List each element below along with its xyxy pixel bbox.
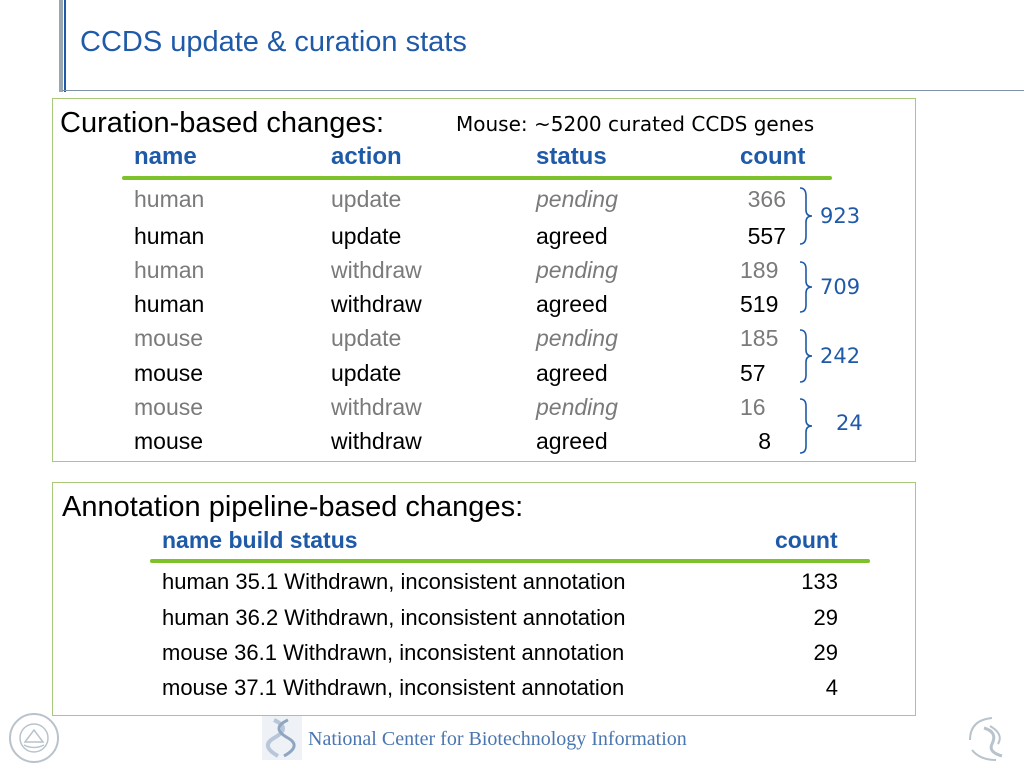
row-name: human (134, 257, 205, 283)
header-count: count (740, 143, 806, 170)
row-name: mouse (134, 325, 204, 351)
pipeline-row-text: human 36.2 Withdrawn, inconsistent annot… (162, 605, 626, 630)
row-status: pending (536, 394, 618, 420)
row-name: human (134, 186, 205, 212)
row-name: mouse (134, 394, 204, 420)
total-human-withdraw: 709 (820, 275, 861, 299)
pipeline-row-count: 29 (813, 640, 838, 665)
pipeline-row-text: mouse 37.1 Withdrawn, inconsistent annot… (162, 675, 625, 700)
row-action: update (331, 223, 402, 249)
row-name: human (134, 291, 205, 317)
pipeline-row-count: 133 (801, 569, 838, 594)
title-accent-bar (59, 0, 63, 92)
nih-seal-icon (9, 713, 59, 763)
pipeline-header-rule (150, 559, 870, 563)
right-brace-icon (799, 261, 813, 313)
header-name: name (134, 143, 197, 170)
row-status: agreed (536, 428, 608, 454)
ncbi-footer-text: National Center for Biotechnology Inform… (308, 728, 687, 750)
total-human-update: 923 (820, 204, 861, 228)
right-brace-icon (799, 398, 813, 454)
title-divider (62, 90, 1024, 91)
pipeline-title: Annotation pipeline-based changes: (62, 491, 524, 523)
row-name: human (134, 223, 205, 249)
row-name: mouse (134, 360, 204, 386)
right-brace-icon (799, 187, 813, 245)
row-action: withdraw (331, 257, 422, 283)
row-status: agreed (536, 360, 608, 386)
header-action: action (331, 143, 402, 170)
row-count: 189 (740, 257, 779, 283)
pipeline-header-count: count (775, 527, 838, 553)
row-status: pending (536, 257, 618, 283)
row-count: 57 (740, 360, 766, 386)
row-count: 519 (740, 291, 779, 317)
header-status: status (536, 143, 607, 170)
row-action: withdraw (331, 394, 422, 420)
pipeline-row-text: human 35.1 Withdrawn, inconsistent annot… (162, 569, 626, 594)
title-accent-line (64, 0, 66, 92)
total-mouse-withdraw: 24 (836, 411, 863, 435)
ncbi-helix-logo-icon (262, 716, 302, 760)
curation-title: Curation-based changes: (60, 107, 385, 139)
pipeline-panel (52, 482, 916, 716)
row-action: update (331, 186, 402, 212)
row-count: 8 (758, 428, 771, 454)
pipeline-row-count: 29 (813, 605, 838, 630)
pipeline-row-count: 4 (825, 675, 838, 700)
row-status: pending (536, 325, 618, 351)
row-action: withdraw (331, 291, 422, 317)
row-name: mouse (134, 428, 204, 454)
pipeline-header-label: name build status (162, 527, 358, 553)
mouse-note: Mouse: ~5200 curated CCDS genes (456, 112, 815, 136)
row-action: update (331, 325, 402, 351)
pipeline-row-text: mouse 36.1 Withdrawn, inconsistent annot… (162, 640, 625, 665)
curation-header-rule (122, 176, 832, 180)
row-status: pending (536, 186, 618, 212)
total-mouse-update: 242 (820, 344, 861, 368)
hhs-logo-icon (969, 717, 1003, 761)
curation-panel (52, 98, 916, 462)
slide-title: CCDS update & curation stats (80, 26, 467, 58)
row-count: 557 (747, 223, 786, 249)
row-count: 185 (740, 325, 779, 351)
row-status: agreed (536, 223, 608, 249)
row-count: 16 (740, 394, 766, 420)
row-count: 366 (747, 186, 786, 212)
row-status: agreed (536, 291, 608, 317)
right-brace-icon (799, 329, 813, 383)
row-action: update (331, 360, 402, 386)
row-action: withdraw (331, 428, 422, 454)
